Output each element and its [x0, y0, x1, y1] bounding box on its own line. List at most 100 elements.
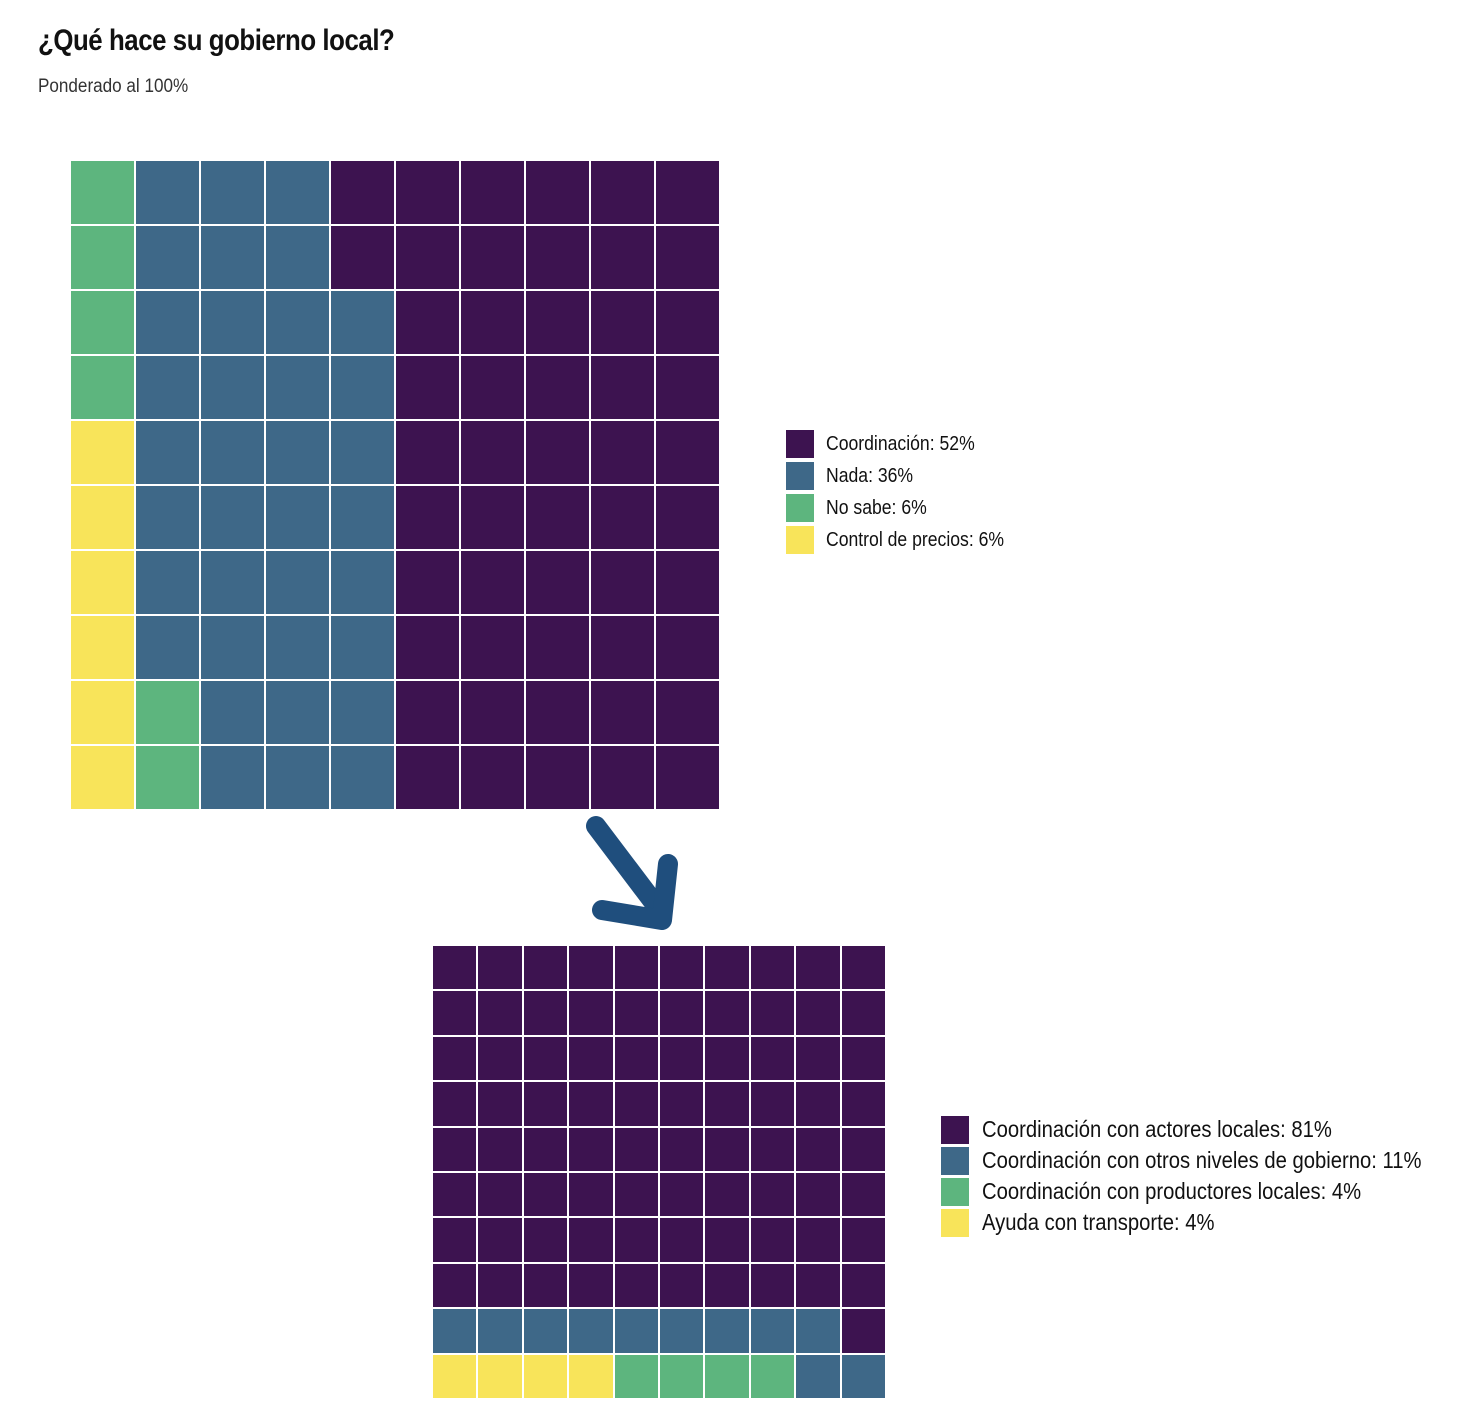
- waffle-cell-nada: [135, 160, 200, 225]
- waffle-cell-ayuda-con-transporte: [432, 1353, 478, 1399]
- waffle-cell-coordinacion-con-actores-locales: [840, 1126, 886, 1172]
- waffle-cell-control-de-precios: [70, 550, 135, 615]
- waffle-cell-coordinacion: [395, 355, 460, 420]
- waffle-cell-coordinacion-con-actores-locales: [840, 1217, 886, 1263]
- waffle-cell-coordinacion-con-actores-locales: [749, 990, 796, 1036]
- waffle-cell-ayuda-con-transporte: [568, 1353, 614, 1399]
- waffle-cell-no-sabe: [70, 355, 135, 420]
- waffle-cell-control-de-precios: [70, 680, 135, 745]
- waffle-cell-coordinacion: [460, 745, 525, 810]
- waffle-cell-nada: [265, 680, 330, 745]
- waffle-cell-coordinacion: [460, 680, 525, 745]
- waffle-cell-nada: [265, 290, 330, 355]
- waffle-cell-coordinacion: [590, 745, 655, 810]
- waffle-cell-coordinacion-con-actores-locales: [840, 1308, 886, 1354]
- waffle-cell-coordinacion-con-actores-locales: [477, 1035, 523, 1082]
- waffle-cell-coordinacion-con-actores-locales: [613, 1217, 659, 1263]
- waffle-cell-coordinacion-con-actores-locales: [795, 1172, 841, 1218]
- waffle-cell-coordinacion-con-actores-locales: [795, 1217, 841, 1263]
- waffle-cell-nada: [200, 355, 265, 420]
- waffle-cell-coordinacion-con-actores-locales: [522, 1262, 569, 1309]
- waffle-cell-coordinacion-con-otros-niveles-de-gobierno: [795, 1353, 841, 1399]
- waffle-cell-coordinacion: [395, 290, 460, 355]
- waffle-cell-coordinacion-con-actores-locales: [749, 1081, 796, 1127]
- waffle-cell-coordinacion: [590, 615, 655, 680]
- waffle-cell-coordinacion: [525, 225, 590, 290]
- waffle-cell-nada: [265, 550, 330, 615]
- legend-item-nada: Nada: 36%: [786, 460, 1028, 492]
- waffle-cell-coordinacion-con-actores-locales: [477, 945, 523, 991]
- waffle-cell-coordinacion-con-actores-locales: [432, 1217, 478, 1263]
- waffle-cell-coordinacion-con-actores-locales: [704, 1126, 750, 1172]
- waffle-cell-coordinacion: [395, 485, 460, 550]
- waffle-cell-control-de-precios: [70, 615, 135, 680]
- waffle-cell-coordinacion-con-actores-locales: [613, 990, 659, 1036]
- waffle-cell-coordinacion: [590, 225, 655, 290]
- legend-label: Coordinación: 52%: [826, 432, 975, 455]
- waffle-cell-coordinacion: [460, 550, 525, 615]
- waffle-cell-coordinacion: [395, 680, 460, 745]
- waffle-cell-coordinacion-con-actores-locales: [659, 945, 705, 991]
- waffle-cell-coordinacion-con-otros-niveles-de-gobierno: [568, 1308, 614, 1354]
- waffle-cell-coordinacion-con-actores-locales: [432, 1126, 478, 1172]
- waffle-cell-nada: [135, 615, 200, 680]
- legend-label: Nada: 36%: [826, 464, 914, 487]
- waffle-cell-coordinacion-con-productores-locales: [749, 1353, 796, 1399]
- waffle-cell-coordinacion: [590, 550, 655, 615]
- waffle-cell-coordinacion-con-actores-locales: [659, 990, 705, 1036]
- waffle-cell-coordinacion-con-actores-locales: [613, 1126, 659, 1172]
- waffle-cell-nada: [200, 550, 265, 615]
- waffle-cell-coordinacion-con-actores-locales: [795, 1081, 841, 1127]
- legend-item-productores-locales: Coordinación con productores locales: 4%: [941, 1176, 1480, 1207]
- waffle-cell-coordinacion-con-actores-locales: [522, 990, 569, 1036]
- legend-swatch: [786, 430, 814, 458]
- waffle-cell-coordinacion-con-actores-locales: [568, 1035, 614, 1082]
- waffle-cell-nada: [135, 355, 200, 420]
- waffle-cell-coordinacion: [460, 615, 525, 680]
- legend-swatch: [786, 526, 814, 554]
- waffle-cell-nada: [200, 160, 265, 225]
- waffle-cell-coordinacion-con-otros-niveles-de-gobierno: [795, 1308, 841, 1354]
- waffle-cell-coordinacion-con-actores-locales: [522, 1035, 569, 1082]
- legend-item-actores-locales: Coordinación con actores locales: 81%: [941, 1114, 1480, 1145]
- waffle-cell-coordinacion-con-actores-locales: [659, 1035, 705, 1082]
- waffle-cell-coordinacion: [655, 485, 720, 550]
- waffle-cell-coordinacion-con-actores-locales: [840, 1172, 886, 1218]
- waffle-cell-coordinacion-con-actores-locales: [613, 945, 659, 991]
- waffle-cell-nada: [265, 355, 330, 420]
- waffle-cell-coordinacion: [460, 355, 525, 420]
- waffle-cell-coordinacion-con-actores-locales: [749, 1262, 796, 1309]
- waffle-cell-coordinacion: [395, 550, 460, 615]
- waffle-cell-nada: [330, 485, 395, 550]
- waffle-cell-coordinacion: [655, 550, 720, 615]
- waffle-cell-coordinacion-con-actores-locales: [522, 945, 569, 991]
- legend-label: Coordinación con otros niveles de gobier…: [982, 1147, 1422, 1173]
- waffle-cell-coordinacion-con-actores-locales: [477, 990, 523, 1036]
- waffle-cell-nada: [200, 420, 265, 485]
- chart-title: ¿Qué hace su gobierno local?: [38, 24, 395, 57]
- waffle-cell-coordinacion-con-actores-locales: [749, 1035, 796, 1082]
- arrow-icon: [586, 816, 678, 930]
- waffle-cell-nada: [330, 420, 395, 485]
- waffle-cell-coordinacion: [395, 160, 460, 225]
- waffle-cell-nada: [265, 745, 330, 810]
- waffle-cell-coordinacion-con-actores-locales: [568, 1126, 614, 1172]
- waffle-cell-coordinacion: [460, 225, 525, 290]
- waffle-cell-nada: [265, 615, 330, 680]
- waffle-cell-coordinacion-con-otros-niveles-de-gobierno: [704, 1308, 750, 1354]
- waffle-cell-coordinacion-con-actores-locales: [749, 1172, 796, 1218]
- waffle-cell-coordinacion: [395, 615, 460, 680]
- waffle-cell-coordinacion-con-actores-locales: [659, 1172, 705, 1218]
- waffle-cell-coordinacion: [395, 745, 460, 810]
- waffle-cell-coordinacion: [525, 680, 590, 745]
- waffle-cell-nada: [265, 225, 330, 290]
- waffle-cell-coordinacion-con-otros-niveles-de-gobierno: [749, 1308, 796, 1354]
- legend-swatch: [941, 1115, 969, 1144]
- waffle-cell-coordinacion-con-actores-locales: [477, 1172, 523, 1218]
- waffle-cell-coordinacion-con-otros-niveles-de-gobierno: [613, 1308, 659, 1354]
- waffle-cell-coordinacion: [460, 290, 525, 355]
- waffle-cell-coordinacion-con-actores-locales: [522, 1126, 569, 1172]
- waffle-cell-coordinacion: [590, 160, 655, 225]
- waffle-cell-coordinacion-con-actores-locales: [704, 1217, 750, 1263]
- waffle-cell-coordinacion: [525, 290, 590, 355]
